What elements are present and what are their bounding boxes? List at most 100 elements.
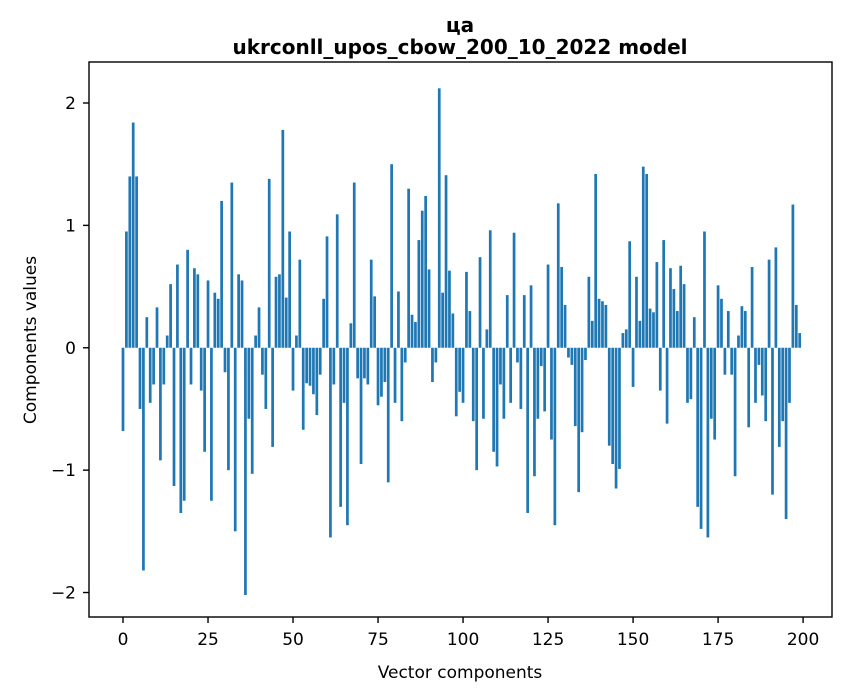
bar-component-171 — [703, 231, 706, 348]
bar-component-116 — [516, 347, 519, 363]
bar-component-139 — [594, 173, 598, 348]
bar-component-50 — [291, 347, 295, 391]
bar-component-60 — [325, 236, 329, 348]
bar-component-61 — [329, 347, 332, 538]
bar-component-1 — [125, 231, 128, 348]
bar-component-161 — [669, 268, 672, 348]
bar-component-78 — [386, 347, 390, 483]
bar-component-113 — [505, 295, 509, 348]
bar-component-94 — [441, 292, 445, 348]
bar-component-146 — [618, 347, 621, 469]
bar-component-185 — [750, 266, 754, 348]
bar-component-3 — [131, 122, 135, 348]
bar-component-126 — [550, 347, 553, 440]
bar-component-77 — [383, 347, 387, 383]
bar-component-105 — [478, 257, 482, 348]
bar-component-162 — [672, 289, 676, 348]
y-axis-label: Components values — [21, 256, 41, 424]
bar-component-144 — [611, 347, 615, 465]
bar-component-88 — [420, 210, 424, 348]
bar-component-73 — [369, 259, 373, 348]
bar-component-190 — [767, 259, 771, 348]
y-tick-label: −1 — [51, 461, 76, 481]
x-tick-label: 200 — [787, 630, 819, 650]
bar-component-175 — [716, 285, 720, 348]
bar-component-119 — [526, 347, 530, 513]
bar-component-66 — [346, 347, 349, 526]
bar-component-75 — [376, 347, 380, 406]
bar-component-164 — [679, 265, 683, 348]
bar-component-18 — [182, 347, 186, 501]
bar-component-138 — [590, 320, 594, 348]
bar-component-83 — [403, 347, 407, 363]
bar-component-13 — [165, 335, 169, 348]
bar-component-196 — [788, 347, 791, 403]
bar-component-80 — [393, 347, 397, 403]
bar-component-37 — [247, 347, 251, 419]
bar-component-157 — [655, 262, 659, 348]
bar-component-137 — [587, 276, 591, 348]
bar-component-51 — [295, 335, 298, 348]
bar-component-46 — [278, 274, 281, 348]
bar-component-38 — [250, 347, 254, 474]
bar-component-198 — [794, 304, 798, 348]
bar-component-194 — [781, 347, 785, 422]
bar-component-8 — [148, 347, 152, 403]
bar-component-15 — [172, 347, 176, 487]
bar-component-85 — [410, 314, 414, 348]
bar-component-106 — [482, 347, 485, 419]
bar-component-147 — [621, 333, 625, 348]
bar-component-35 — [240, 280, 244, 348]
bar-component-20 — [189, 347, 193, 385]
bar-component-130 — [563, 304, 567, 348]
bar-component-4 — [135, 176, 138, 348]
chart-title-word: ца — [446, 13, 474, 37]
bar-component-70 — [359, 347, 363, 465]
bar-component-163 — [675, 311, 679, 348]
bar-component-58 — [318, 347, 322, 375]
bar-component-150 — [631, 347, 635, 387]
bar-component-169 — [696, 347, 700, 507]
bar-component-10 — [155, 307, 159, 348]
bar-component-136 — [584, 347, 587, 360]
bar-component-17 — [179, 347, 183, 513]
plot-border — [88, 61, 833, 618]
bar-component-69 — [356, 347, 359, 379]
bar-component-44 — [271, 347, 274, 447]
bar-component-109 — [492, 347, 496, 452]
bar-component-156 — [652, 312, 655, 348]
bar-component-149 — [628, 241, 632, 348]
bar-component-111 — [499, 347, 502, 385]
y-axis-ticks: −2 −1 0 1 2 — [51, 94, 89, 604]
bar-component-152 — [638, 320, 642, 348]
bar-component-81 — [397, 291, 400, 348]
bar-component-133 — [573, 347, 577, 427]
bar-component-31 — [227, 347, 230, 471]
x-tick-label: 100 — [447, 630, 479, 650]
bar-component-28 — [216, 298, 220, 348]
bar-component-197 — [791, 204, 795, 348]
bar-component-54 — [305, 347, 308, 384]
bar-component-33 — [233, 347, 237, 532]
bars-group — [121, 88, 802, 595]
bar-component-143 — [607, 347, 611, 446]
bar-component-98 — [454, 347, 458, 417]
x-tick-label: 150 — [617, 630, 649, 650]
bar-component-114 — [509, 347, 513, 403]
bar-component-55 — [308, 347, 312, 386]
bar-component-48 — [284, 297, 288, 348]
bar-component-189 — [764, 347, 768, 422]
bar-component-5 — [138, 347, 142, 409]
x-tick-label: 50 — [282, 630, 304, 650]
x-tick-label: 0 — [118, 630, 129, 650]
bar-component-72 — [366, 347, 370, 385]
bar-component-6 — [142, 347, 145, 571]
bar-component-154 — [645, 173, 649, 348]
bar-component-186 — [754, 347, 757, 403]
bar-component-187 — [757, 347, 761, 365]
bar-component-2 — [128, 176, 132, 348]
bar-component-27 — [213, 292, 217, 348]
bar-component-145 — [614, 347, 618, 489]
bar-component-153 — [641, 166, 645, 348]
